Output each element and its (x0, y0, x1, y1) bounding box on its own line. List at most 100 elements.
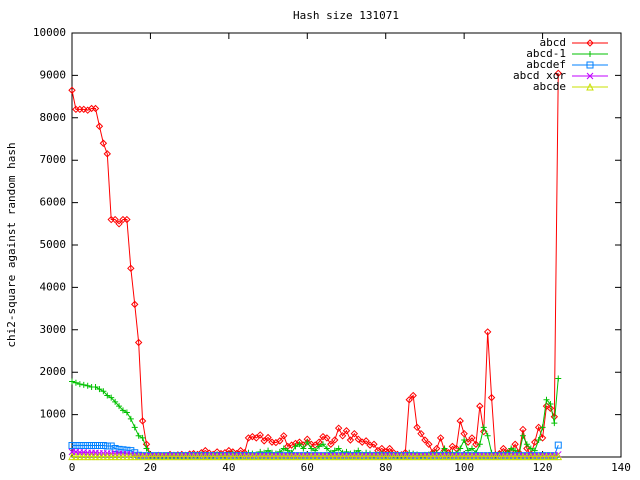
point-marker (370, 452, 378, 461)
point-marker (111, 215, 119, 224)
point-marker (511, 440, 519, 448)
point-marker (519, 452, 527, 461)
point-marker (457, 445, 464, 452)
point-marker (138, 417, 147, 425)
point-marker (362, 452, 370, 461)
point-marker (303, 452, 312, 461)
point-marker (123, 215, 131, 224)
point-marker (534, 452, 543, 461)
point-marker (213, 452, 221, 461)
point-marker (425, 452, 433, 461)
point-marker (95, 122, 104, 130)
y-tick-label: 8000 (40, 111, 67, 124)
point-marker (468, 434, 476, 442)
point-marker (354, 452, 363, 461)
point-marker (409, 452, 417, 461)
point-marker (484, 432, 491, 439)
point-marker (358, 452, 366, 461)
point-marker (334, 424, 343, 432)
point-marker (461, 437, 468, 444)
point-marker (428, 452, 437, 461)
point-marker (134, 452, 143, 461)
point-marker (154, 452, 163, 461)
point-marker (436, 452, 445, 461)
point-marker (436, 434, 445, 442)
point-marker (338, 432, 347, 440)
point-marker (401, 452, 410, 461)
point-marker (276, 437, 284, 445)
point-marker (483, 452, 492, 461)
point-marker (119, 407, 126, 414)
point-marker (456, 452, 465, 461)
x-tick-label: 40 (222, 461, 235, 474)
point-marker (370, 440, 378, 448)
point-marker (197, 452, 206, 461)
point-marker (112, 398, 119, 405)
point-marker (119, 452, 127, 461)
point-marker (366, 441, 374, 449)
point-marker (104, 392, 111, 399)
point-marker (546, 404, 555, 412)
y-tick-label: 10000 (33, 26, 66, 39)
point-marker (487, 452, 496, 461)
point-marker (405, 452, 414, 461)
point-marker (287, 452, 296, 461)
legend-label: abcdef (526, 58, 566, 71)
point-marker (268, 452, 276, 461)
point-marker (232, 452, 241, 461)
point-marker (338, 452, 347, 461)
point-marker (523, 444, 531, 453)
y-tick-label: 2000 (40, 365, 67, 378)
point-marker (252, 452, 261, 461)
point-marker (444, 452, 453, 461)
point-marker (508, 445, 515, 452)
point-marker (131, 424, 138, 431)
y-tick-label: 5000 (40, 238, 67, 251)
point-marker (276, 452, 284, 461)
point-marker (531, 438, 539, 446)
point-marker (72, 379, 79, 386)
point-marker (413, 423, 421, 432)
point-marker (342, 427, 351, 435)
point-marker (79, 452, 88, 461)
point-marker (319, 452, 327, 461)
y-tick-label: 9000 (40, 68, 67, 81)
x-tick-label: 140 (611, 461, 631, 474)
point-marker (283, 452, 292, 461)
point-marker (127, 264, 135, 273)
point-marker (296, 441, 303, 448)
point-marker (327, 440, 335, 448)
point-marker (295, 452, 304, 461)
point-marker (236, 452, 245, 461)
plot-frame (71, 32, 622, 458)
point-marker (139, 434, 146, 441)
point-marker (417, 429, 425, 438)
point-marker (244, 452, 253, 461)
point-marker (511, 452, 519, 461)
point-marker (299, 452, 308, 461)
y-tick-label: 0 (59, 450, 66, 463)
x-tick-label: 60 (301, 461, 314, 474)
x-tick-label: 80 (379, 461, 392, 474)
point-marker (405, 396, 413, 404)
legend-label: abcd (540, 36, 567, 49)
point-marker (95, 452, 104, 461)
legend-label: abcd-1 (526, 47, 566, 60)
point-marker (228, 452, 237, 461)
point-marker (201, 452, 210, 461)
point-marker (264, 433, 272, 442)
point-marker (350, 429, 359, 438)
point-marker (542, 402, 551, 410)
point-marker (68, 452, 76, 461)
point-marker (519, 432, 526, 439)
point-marker (315, 452, 323, 461)
point-marker (217, 452, 225, 461)
point-marker (480, 424, 487, 431)
point-marker (260, 452, 268, 461)
point-marker (335, 445, 342, 452)
legend-marker (586, 82, 594, 91)
point-marker (103, 150, 112, 158)
point-marker (135, 432, 142, 439)
point-marker (323, 452, 331, 461)
